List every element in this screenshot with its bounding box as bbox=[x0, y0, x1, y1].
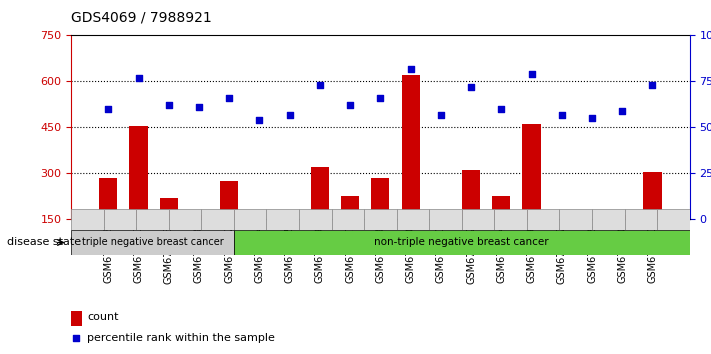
FancyBboxPatch shape bbox=[169, 209, 201, 230]
Point bbox=[526, 71, 538, 77]
Bar bbox=[100, 178, 117, 266]
Point bbox=[102, 106, 114, 112]
Bar bbox=[129, 126, 148, 266]
FancyBboxPatch shape bbox=[429, 209, 461, 230]
Point bbox=[375, 95, 386, 101]
Bar bbox=[402, 75, 419, 266]
Text: percentile rank within the sample: percentile rank within the sample bbox=[87, 333, 275, 343]
FancyBboxPatch shape bbox=[71, 209, 104, 230]
FancyBboxPatch shape bbox=[364, 209, 397, 230]
Text: non-triple negative breast cancer: non-triple negative breast cancer bbox=[375, 238, 549, 247]
Text: triple negative breast cancer: triple negative breast cancer bbox=[82, 238, 223, 247]
Bar bbox=[160, 198, 178, 266]
FancyBboxPatch shape bbox=[71, 230, 234, 255]
FancyBboxPatch shape bbox=[267, 209, 299, 230]
Bar bbox=[643, 172, 661, 266]
Point bbox=[435, 112, 447, 118]
FancyBboxPatch shape bbox=[234, 230, 690, 255]
Bar bbox=[281, 218, 299, 266]
Point bbox=[223, 95, 235, 101]
FancyBboxPatch shape bbox=[397, 209, 429, 230]
FancyBboxPatch shape bbox=[201, 209, 234, 230]
Bar bbox=[462, 170, 480, 266]
Text: GDS4069 / 7988921: GDS4069 / 7988921 bbox=[71, 11, 212, 25]
Bar bbox=[432, 219, 450, 266]
Bar bbox=[71, 311, 82, 326]
Point bbox=[193, 104, 205, 110]
FancyBboxPatch shape bbox=[494, 209, 527, 230]
Bar bbox=[552, 219, 571, 266]
Point bbox=[254, 117, 265, 123]
FancyBboxPatch shape bbox=[592, 209, 624, 230]
Bar bbox=[220, 181, 238, 266]
Bar bbox=[583, 219, 601, 266]
Bar bbox=[371, 178, 390, 266]
Bar bbox=[341, 196, 359, 266]
Point bbox=[556, 112, 567, 118]
Text: count: count bbox=[87, 312, 119, 322]
Bar bbox=[613, 215, 631, 266]
FancyBboxPatch shape bbox=[137, 209, 169, 230]
FancyBboxPatch shape bbox=[560, 209, 592, 230]
Point bbox=[133, 75, 144, 81]
Point bbox=[616, 108, 628, 114]
Bar bbox=[492, 196, 510, 266]
FancyBboxPatch shape bbox=[624, 209, 657, 230]
Bar bbox=[250, 219, 269, 266]
Bar bbox=[190, 215, 208, 266]
Point bbox=[292, 246, 303, 251]
FancyBboxPatch shape bbox=[657, 209, 690, 230]
Point bbox=[314, 82, 326, 88]
Point bbox=[163, 103, 174, 108]
Text: disease state: disease state bbox=[7, 238, 81, 247]
FancyBboxPatch shape bbox=[234, 209, 267, 230]
FancyBboxPatch shape bbox=[527, 209, 560, 230]
Point bbox=[405, 66, 417, 72]
Bar bbox=[523, 124, 540, 266]
Point bbox=[344, 103, 356, 108]
Point bbox=[496, 106, 507, 112]
Point bbox=[647, 82, 658, 88]
FancyBboxPatch shape bbox=[331, 209, 364, 230]
FancyBboxPatch shape bbox=[461, 209, 494, 230]
Bar bbox=[311, 167, 329, 266]
Point bbox=[284, 112, 295, 118]
FancyBboxPatch shape bbox=[104, 209, 137, 230]
Point bbox=[587, 115, 598, 121]
Point bbox=[466, 84, 477, 90]
FancyBboxPatch shape bbox=[299, 209, 331, 230]
